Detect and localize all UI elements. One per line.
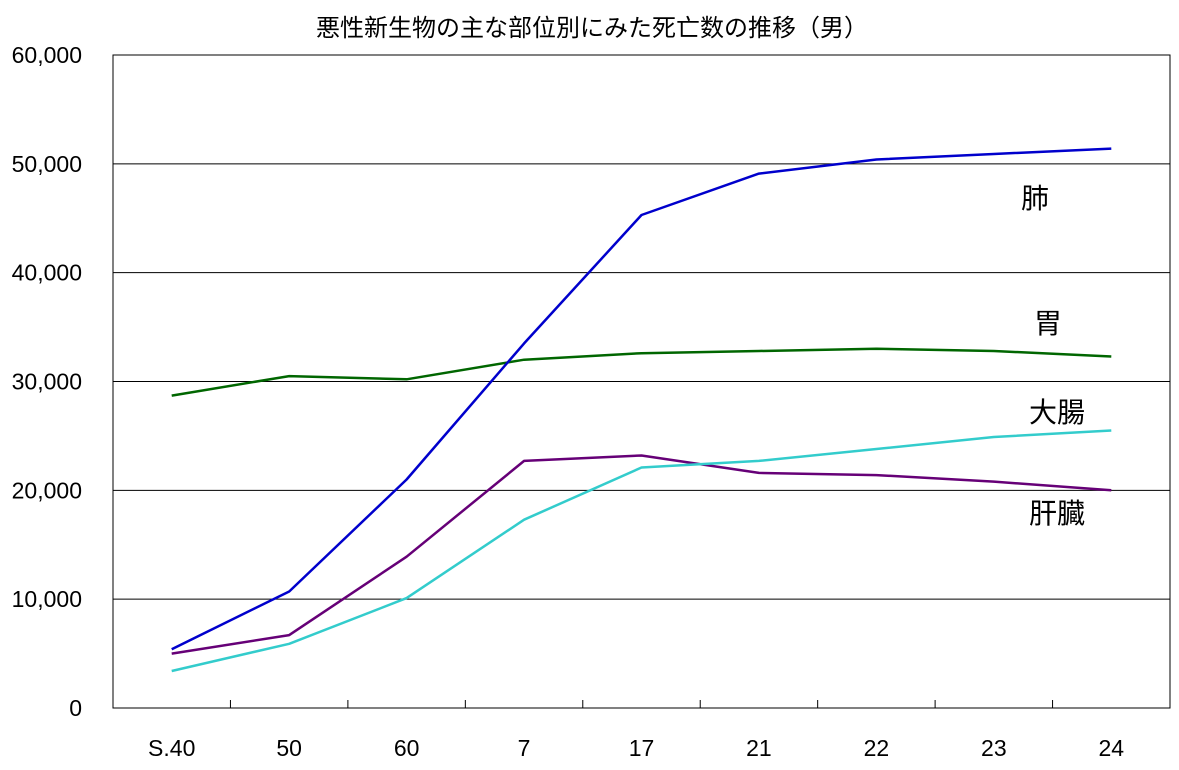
y-tick-label: 40,000 — [12, 260, 82, 286]
x-tick-label: 7 — [518, 735, 531, 761]
x-tick-label: 23 — [981, 735, 1007, 761]
x-tick-label: 22 — [864, 735, 890, 761]
plot-area — [112, 54, 1171, 709]
gridlines — [113, 163, 1170, 600]
y-tick-label: 30,000 — [12, 369, 82, 395]
x-tick-label: 50 — [276, 735, 302, 761]
series-line — [171, 429, 1112, 673]
series-label: 胃 — [1034, 307, 1062, 340]
y-tick-label: 60,000 — [12, 42, 82, 68]
series-lines — [171, 147, 1112, 673]
x-tick-label: 21 — [746, 735, 772, 761]
y-tick-label: 0 — [69, 695, 82, 721]
x-tick-label: 60 — [394, 735, 420, 761]
series-label: 大腸 — [1029, 396, 1085, 429]
series-label: 肝臓 — [1029, 497, 1085, 530]
y-tick-label: 10,000 — [12, 586, 82, 612]
x-tick-label: S.40 — [148, 735, 195, 761]
x-axis: S.40 50 60 7 17 21 22 23 24 — [148, 700, 1124, 761]
chart-title: 悪性新生物の主な部位別にみた死亡数の推移（男） — [316, 14, 868, 42]
series-line — [171, 347, 1112, 397]
y-tick-label: 50,000 — [12, 151, 82, 177]
y-axis: 0 10,000 20,000 30,000 40,000 50,000 60,000 — [12, 42, 82, 721]
series-line — [171, 147, 1112, 651]
series-line — [171, 454, 1112, 655]
y-tick-label: 20,000 — [12, 477, 82, 503]
x-tick-label: 24 — [1098, 735, 1124, 761]
x-tick-label: 17 — [629, 735, 655, 761]
series-label: 肺 — [1021, 182, 1049, 215]
